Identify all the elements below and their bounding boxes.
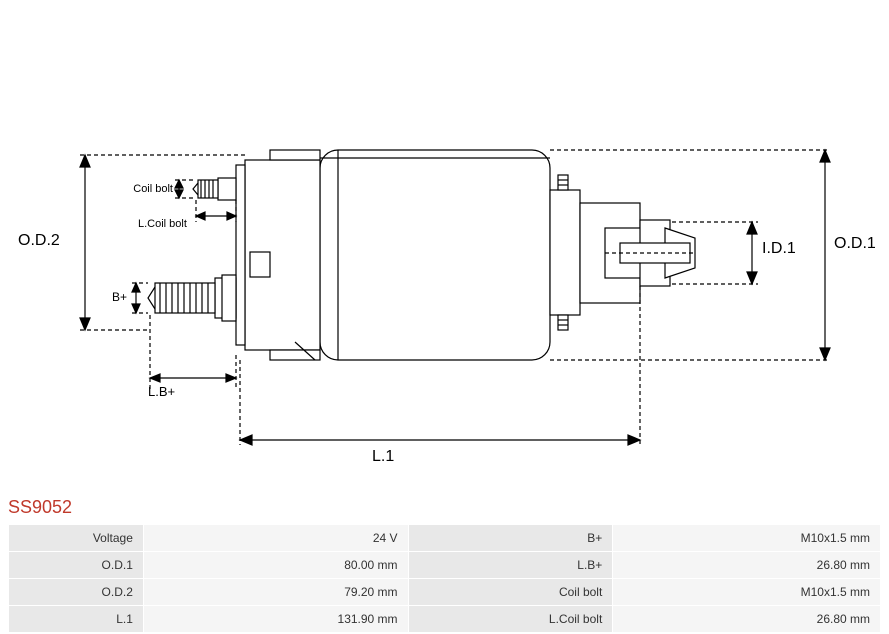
label-l1: L.1 — [372, 448, 394, 466]
label-coil-bolt: Coil bolt — [128, 183, 173, 195]
label-od2: O.D.2 — [18, 232, 60, 250]
spec-value: 79.20 mm — [143, 579, 408, 606]
spec-table: Voltage24 VB+M10x1.5 mmO.D.180.00 mmL.B+… — [8, 524, 881, 633]
spec-label: L.Coil bolt — [408, 606, 613, 633]
part-number: SS9052 — [8, 497, 72, 518]
label-l-coil-bolt: L.Coil bolt — [138, 218, 187, 230]
spec-value: 131.90 mm — [143, 606, 408, 633]
spec-label: B+ — [408, 525, 613, 552]
spec-value: M10x1.5 mm — [613, 579, 881, 606]
spec-label: Coil bolt — [408, 579, 613, 606]
spec-label: O.D.1 — [9, 552, 144, 579]
spec-value: 26.80 mm — [613, 606, 881, 633]
label-od1: O.D.1 — [834, 235, 876, 253]
spec-label: L.1 — [9, 606, 144, 633]
spec-value: M10x1.5 mm — [613, 525, 881, 552]
spec-label: L.B+ — [408, 552, 613, 579]
spec-label: Voltage — [9, 525, 144, 552]
table-row: O.D.279.20 mmCoil boltM10x1.5 mm — [9, 579, 881, 606]
table-row: L.1131.90 mmL.Coil bolt26.80 mm — [9, 606, 881, 633]
spec-value: 80.00 mm — [143, 552, 408, 579]
technical-diagram: O.D.2 Coil bolt L.Coil bolt B+ L.B+ L.1 … — [0, 0, 889, 480]
spec-value: 26.80 mm — [613, 552, 881, 579]
spec-label: O.D.2 — [9, 579, 144, 606]
label-l-b-plus: L.B+ — [148, 384, 175, 399]
table-row: O.D.180.00 mmL.B+26.80 mm — [9, 552, 881, 579]
label-id1: I.D.1 — [762, 240, 796, 258]
spec-value: 24 V — [143, 525, 408, 552]
table-row: Voltage24 VB+M10x1.5 mm — [9, 525, 881, 552]
label-b-plus: B+ — [112, 290, 127, 304]
